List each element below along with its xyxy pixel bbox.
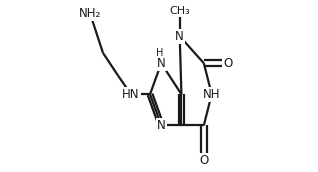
Text: NH₂: NH₂ bbox=[79, 7, 101, 20]
Text: HN: HN bbox=[122, 88, 140, 101]
Text: CH₃: CH₃ bbox=[169, 6, 190, 16]
Text: O: O bbox=[199, 154, 209, 167]
Text: N: N bbox=[175, 30, 184, 43]
Text: N: N bbox=[157, 119, 166, 132]
Text: N: N bbox=[157, 57, 166, 70]
Text: O: O bbox=[223, 57, 232, 70]
Text: NH: NH bbox=[203, 88, 220, 101]
Text: H: H bbox=[156, 48, 163, 58]
